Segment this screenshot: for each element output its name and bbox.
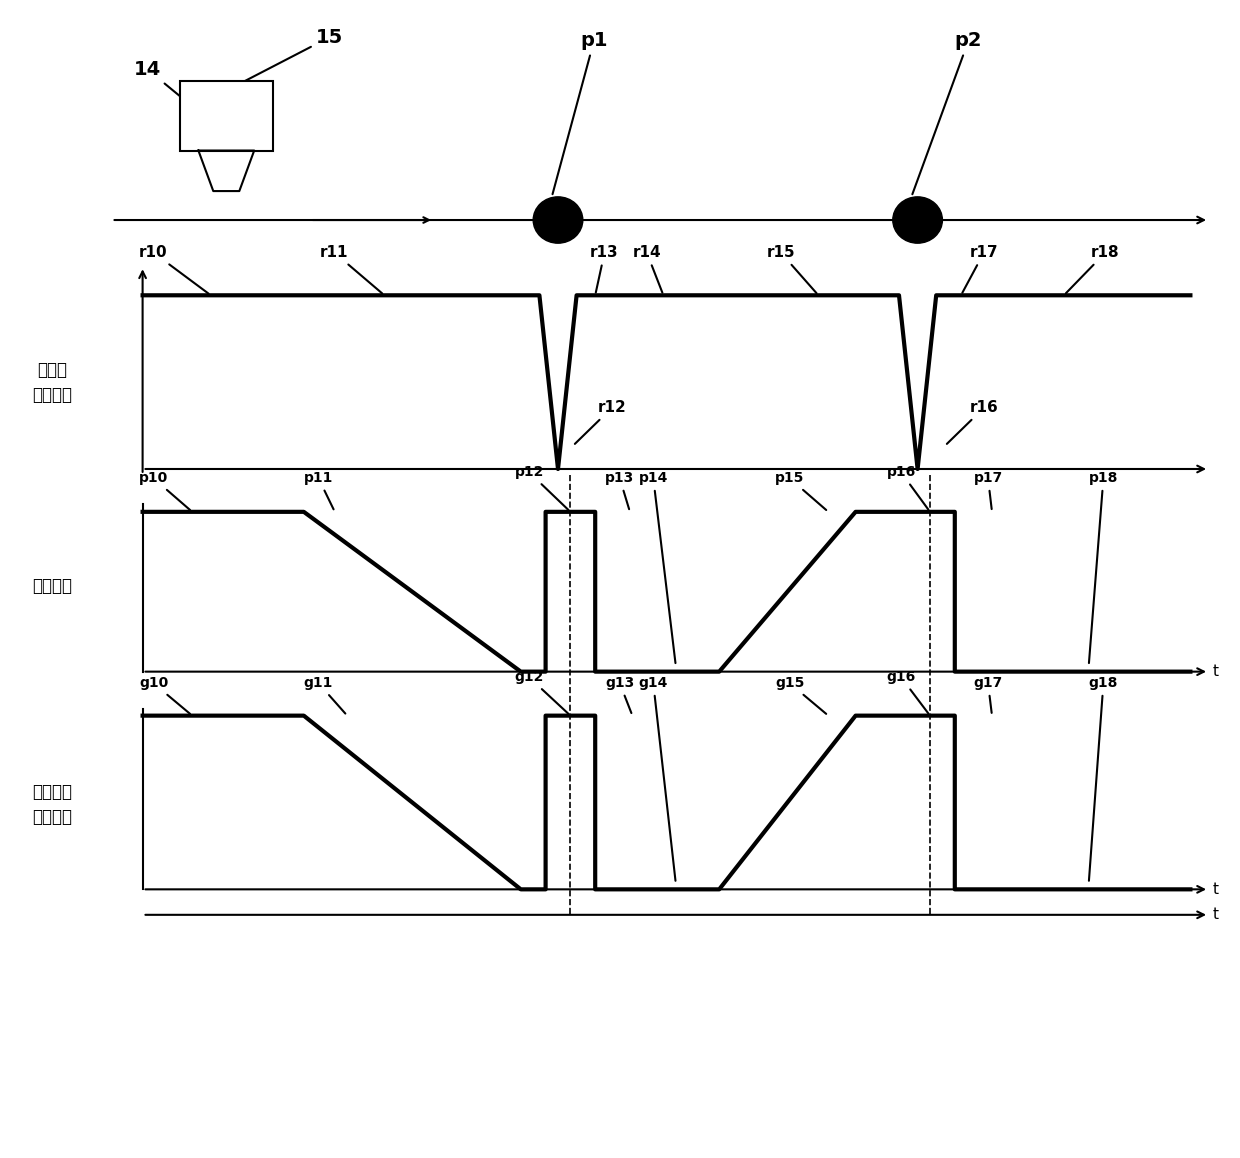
Text: 控制脉冲: 控制脉冲 xyxy=(32,577,72,595)
Text: p11: p11 xyxy=(304,471,334,510)
Text: r13: r13 xyxy=(590,245,619,293)
Text: g10: g10 xyxy=(139,676,190,713)
Text: g11: g11 xyxy=(304,676,346,713)
Text: g12: g12 xyxy=(515,670,568,713)
Text: r11: r11 xyxy=(320,245,382,293)
Text: p16: p16 xyxy=(887,466,929,510)
Text: t: t xyxy=(1213,908,1219,922)
Circle shape xyxy=(533,197,583,243)
Text: p18: p18 xyxy=(1089,471,1118,664)
Text: g13: g13 xyxy=(605,676,635,713)
Text: g15: g15 xyxy=(775,676,826,713)
Text: p10: p10 xyxy=(139,471,190,510)
Bar xyxy=(180,81,273,151)
Text: r18: r18 xyxy=(1066,245,1120,293)
Text: p17: p17 xyxy=(973,471,1003,510)
Text: r15: r15 xyxy=(766,245,817,293)
Text: 胶枪电机
运行速度: 胶枪电机 运行速度 xyxy=(32,783,72,827)
Text: r16: r16 xyxy=(947,401,998,444)
Text: g14: g14 xyxy=(639,676,676,881)
Text: t: t xyxy=(1213,882,1219,896)
Text: g18: g18 xyxy=(1089,676,1118,881)
Text: t: t xyxy=(1213,665,1219,679)
Text: g16: g16 xyxy=(887,670,929,713)
Text: r14: r14 xyxy=(632,245,662,293)
Text: r12: r12 xyxy=(575,401,626,444)
Text: p12: p12 xyxy=(515,466,568,510)
Text: 14: 14 xyxy=(134,60,208,119)
Text: p13: p13 xyxy=(605,471,635,510)
Text: 机器人
运行速度: 机器人 运行速度 xyxy=(32,360,72,404)
Text: r10: r10 xyxy=(139,245,208,294)
Text: p2: p2 xyxy=(913,31,982,195)
Text: g17: g17 xyxy=(973,676,1003,713)
Circle shape xyxy=(893,197,942,243)
Text: p14: p14 xyxy=(639,471,676,664)
Text: 15: 15 xyxy=(241,28,343,83)
Text: p15: p15 xyxy=(775,471,826,510)
Text: r17: r17 xyxy=(962,245,998,293)
Text: p1: p1 xyxy=(553,31,608,195)
